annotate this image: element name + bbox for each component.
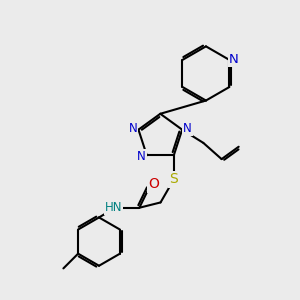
Text: HN: HN — [105, 201, 122, 214]
Text: N: N — [137, 150, 146, 163]
Text: N: N — [129, 122, 137, 135]
Text: N: N — [183, 122, 192, 135]
Text: S: S — [169, 172, 178, 187]
Text: O: O — [148, 178, 159, 191]
Text: N: N — [229, 53, 239, 66]
